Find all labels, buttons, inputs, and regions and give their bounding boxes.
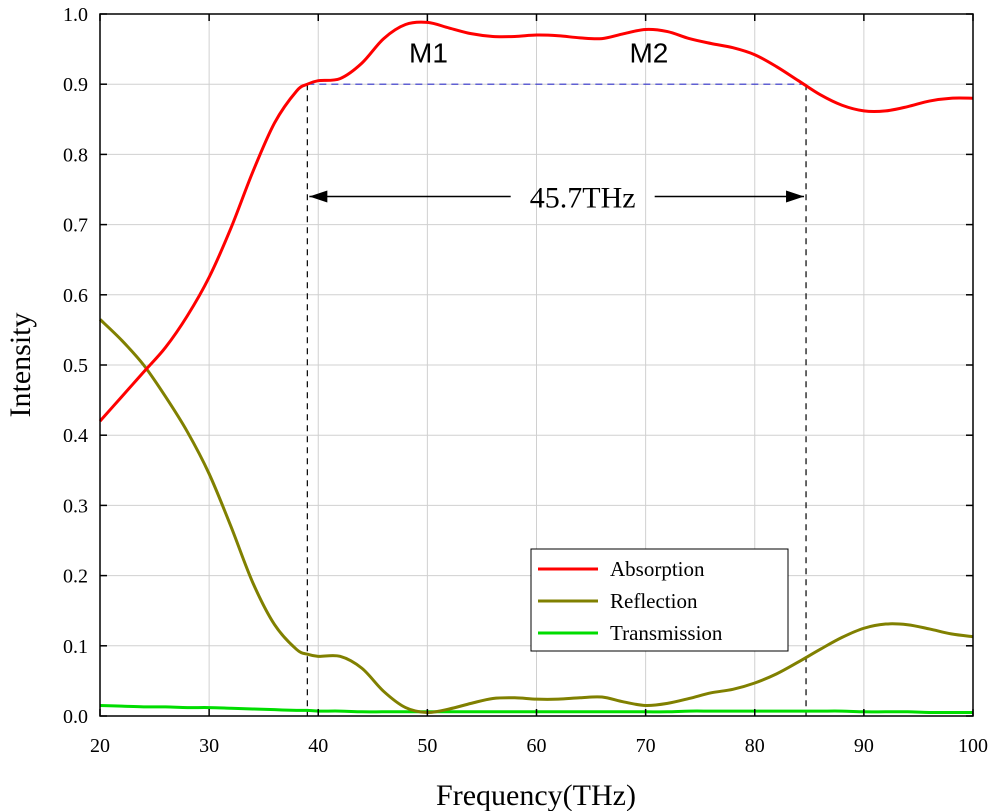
series-line-transmission: [99, 703, 973, 715]
x-tick-label: 30: [199, 735, 219, 757]
x-tick-label: 60: [527, 735, 547, 757]
x-axis-title: Frequency(THz): [436, 779, 636, 811]
y-tick-label: 0.6: [63, 285, 88, 307]
y-tick-label: 0.9: [63, 74, 88, 96]
series-lines: [98, 20, 974, 715]
y-tick-label: 0.0: [63, 706, 88, 728]
marker-label-m2: M2: [629, 38, 668, 69]
y-tick-label: 0.3: [63, 495, 88, 517]
marker-label-m1: M1: [409, 38, 448, 69]
y-tick-label: 0.2: [63, 566, 88, 588]
y-tick-labels: 0.0 0.1 0.2 0.3 0.4 0.5 0.6 0.7 0.8 0.9 1.0: [63, 4, 88, 728]
grid-lines: [100, 14, 973, 716]
y-axis-title: Intensity: [4, 313, 37, 418]
bandwidth-arrowhead-right: [786, 190, 805, 203]
x-tick-label: 80: [745, 735, 765, 757]
x-tick-label: 100: [958, 735, 988, 757]
legend-label-transmission: Transmission: [610, 621, 723, 645]
bandwidth-annotation: 45.7THz: [309, 182, 805, 215]
y-tick-label: 0.4: [63, 425, 88, 447]
x-tick-label: 50: [417, 735, 437, 757]
legend-label-absorption: Absorption: [610, 557, 705, 581]
bandwidth-label: 45.7THz: [530, 182, 636, 215]
x-tick-label: 40: [308, 735, 328, 757]
bandwidth-arrowhead-left: [309, 190, 328, 203]
y-tick-label: 0.7: [63, 215, 88, 237]
x-tick-label: 70: [636, 735, 656, 757]
legend: Absorption Reflection Transmission: [530, 548, 789, 652]
x-tick-label: 20: [90, 735, 110, 757]
series-line-absorption: [98, 20, 974, 423]
y-tick-label: 0.1: [63, 636, 88, 658]
series-line-reflection: [98, 318, 974, 714]
x-tick-labels: 20 30 40 50 60 70 80 90 100: [90, 735, 988, 757]
axis-ticks: [99, 13, 974, 717]
y-tick-label: 1.0: [63, 4, 88, 26]
marker-labels: M1 M2: [409, 38, 668, 69]
legend-label-reflection: Reflection: [610, 589, 698, 613]
y-tick-label: 0.5: [63, 355, 88, 377]
y-tick-label: 0.8: [63, 144, 88, 166]
x-tick-label: 90: [854, 735, 874, 757]
